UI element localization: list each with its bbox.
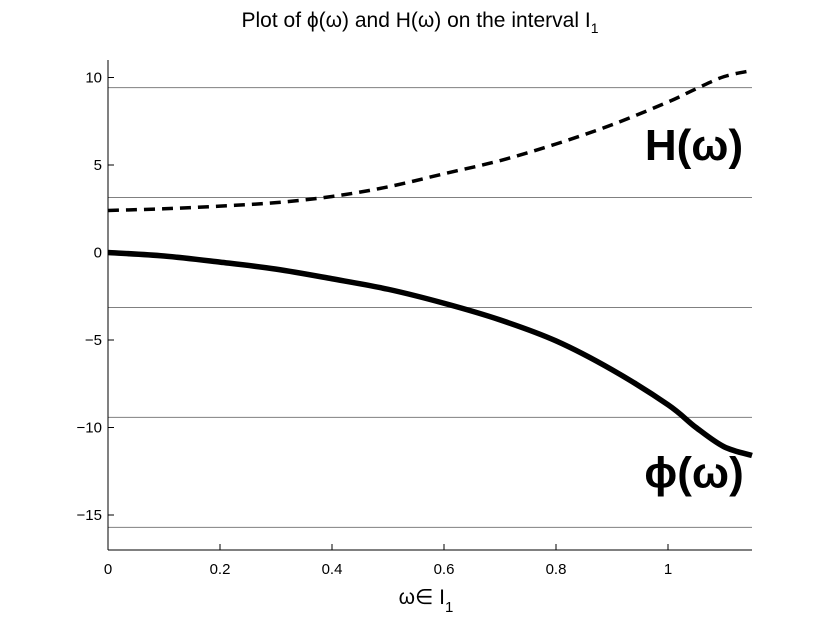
x-tick-label-5: 1 — [664, 561, 672, 578]
y-tick-label-3: −5 — [85, 332, 102, 349]
annotation-1: ϕ(ω) — [644, 448, 743, 497]
x-ticks: 0 0.2 0.4 0.6 0.8 1 — [104, 544, 672, 578]
y-tick-label-4: −10 — [77, 420, 102, 437]
series-line-0 — [107, 68, 753, 213]
x-axis-label-subscript: 1 — [445, 599, 453, 616]
y-tick-label-0: 10 — [85, 70, 102, 87]
x-tick-label-0: 0 — [104, 561, 112, 578]
series-layer — [107, 68, 753, 459]
x-tick-label-1: 0.2 — [210, 561, 231, 578]
annotations: H(ω) ϕ(ω) — [644, 121, 743, 497]
y-ticks: 10 5 0 −5 −10 −15 — [77, 70, 114, 524]
chart-title: Plot of ϕ(ω) and H(ω) on the interval I1 — [242, 9, 599, 36]
axes — [107, 60, 752, 551]
annotation-0: H(ω) — [645, 121, 743, 170]
y-tick-label-1: 5 — [94, 157, 102, 174]
chart-title-subscript: 1 — [591, 20, 599, 36]
x-tick-label-4: 0.8 — [546, 561, 567, 578]
y-tick-label-2: 0 — [94, 245, 102, 262]
x-axis-label-main: ω∈ I — [399, 586, 445, 609]
series-line-1 — [107, 249, 753, 459]
y-tick-label-5: −15 — [77, 507, 102, 524]
x-tick-label-3: 0.6 — [434, 561, 455, 578]
chart-title-main: Plot of ϕ(ω) and H(ω) on the interval I — [242, 9, 591, 32]
x-tick-label-2: 0.4 — [322, 561, 343, 578]
reference-lines — [108, 87, 752, 528]
x-axis-label: ω∈ I1 — [399, 586, 454, 616]
